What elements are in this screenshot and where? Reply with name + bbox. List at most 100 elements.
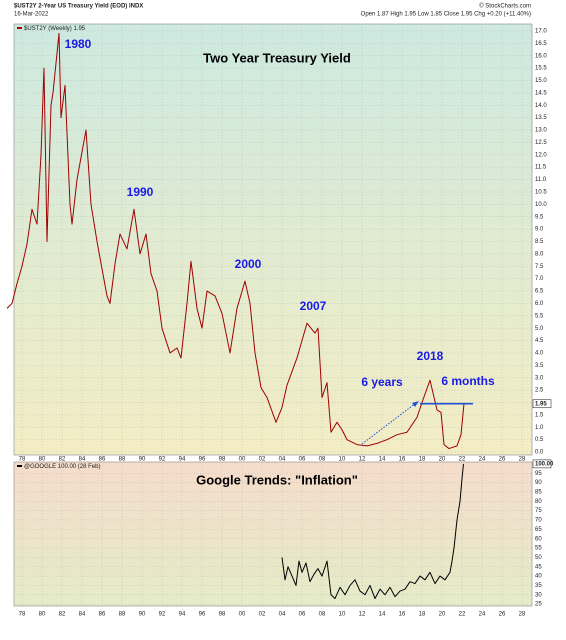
x-tick-label: 82 [59, 457, 66, 463]
x-tick-label: 04 [279, 612, 286, 618]
x-tick-label: 08 [319, 612, 326, 618]
quote: Open 1.87 High 1.95 Low 1.85 Close 1.95 … [361, 12, 531, 18]
arrow-head [412, 401, 419, 407]
x-tick-label: 86 [99, 457, 106, 463]
x-tick-label: 20 [439, 457, 446, 463]
y-tick-label: 4.0 [535, 351, 544, 357]
y-tick-label: 35 [535, 583, 542, 589]
x-tick-label: 00 [239, 457, 246, 463]
y-tick-label: 8.5 [535, 239, 544, 245]
y-tick-label: 16.0 [535, 53, 547, 59]
x-tick-label: 96 [199, 457, 206, 463]
y-tick-label: 9.5 [535, 214, 544, 220]
annotation: 2000 [235, 257, 262, 271]
chart-title: Google Trends: "Inflation" [196, 472, 358, 487]
legend-swatch [17, 465, 22, 467]
x-tick-label: 90 [139, 612, 146, 618]
y-tick-label: 6.0 [535, 301, 544, 307]
x-tick-label: 80 [39, 612, 46, 618]
x-tick-label: 22 [459, 457, 466, 463]
y-tick-label: 4.5 [535, 338, 544, 344]
last-value-label: 100.00 [535, 461, 554, 467]
y-tick-label: 65 [535, 527, 542, 533]
y-tick-label: 7.0 [535, 276, 544, 282]
x-tick-label: 88 [119, 612, 126, 618]
series-line [281, 463, 464, 600]
y-tick-label: 11.0 [535, 177, 547, 183]
x-tick-label: 78 [19, 457, 26, 463]
y-tick-label: 80 [535, 499, 542, 505]
x-tick-label: 18 [419, 612, 426, 618]
series-line [6, 32, 465, 450]
legend-label: @GOOGLE 100.00 (28 Feb) [24, 464, 100, 470]
x-tick-label: 10 [339, 612, 346, 618]
legend-swatch [17, 27, 22, 29]
x-tick-label: 24 [479, 612, 486, 618]
y-tick-label: 10.0 [535, 202, 547, 208]
x-tick-label: 28 [519, 612, 526, 618]
y-tick-label: 55 [535, 546, 542, 552]
annotation: 6 years [361, 375, 403, 389]
y-tick-label: 12.0 [535, 152, 547, 158]
y-tick-label: 45 [535, 564, 542, 570]
x-tick-label: 26 [499, 612, 506, 618]
x-tick-label: 94 [179, 457, 186, 463]
annotation: 1980 [65, 37, 92, 51]
legend-label: $UST2Y (Weekly) 1.95 [24, 26, 86, 32]
y-tick-label: 25 [535, 602, 542, 608]
y-tick-label: 17.0 [535, 29, 547, 35]
x-tick-label: 98 [219, 457, 226, 463]
panel-price [13, 23, 533, 456]
last-value-label: 1.95 [535, 401, 547, 407]
annotation: 6 months [441, 374, 495, 388]
y-tick-label: 0.0 [535, 450, 544, 456]
y-tick-label: 1.5 [535, 412, 544, 418]
annotation: 1990 [127, 185, 154, 199]
x-tick-label: 84 [79, 457, 86, 463]
x-tick-label: 00 [239, 612, 246, 618]
x-tick-label: 14 [379, 612, 386, 618]
panel-trends [13, 461, 533, 607]
y-tick-label: 9.0 [535, 227, 544, 233]
credit: © StockCharts.com [479, 3, 531, 10]
y-tick-label: 30 [535, 592, 542, 598]
y-tick-label: 70 [535, 518, 542, 524]
x-tick-label: 14 [379, 457, 386, 463]
y-tick-label: 11.5 [535, 165, 547, 171]
x-tick-label: 82 [59, 612, 66, 618]
y-tick-label: 16.5 [535, 41, 547, 47]
y-tick-label: 5.5 [535, 313, 544, 319]
x-tick-label: 86 [99, 612, 106, 618]
y-tick-label: 85 [535, 490, 542, 496]
last-value-box [532, 399, 552, 409]
symbol: $UST2Y 2-Year US Treasury Yield (EOD) IN… [14, 4, 143, 10]
y-tick-label: 15.0 [535, 78, 547, 84]
date: 16-Mar-2022 [14, 12, 49, 18]
y-tick-label: 15.5 [535, 66, 547, 72]
y-tick-label: 6.5 [535, 289, 544, 295]
x-tick-label: 18 [419, 457, 426, 463]
x-tick-label: 16 [399, 612, 406, 618]
x-tick-label: 90 [139, 457, 146, 463]
y-tick-label: 7.5 [535, 264, 544, 270]
x-tick-label: 10 [339, 457, 346, 463]
last-value-box [532, 459, 552, 469]
y-tick-label: 10.5 [535, 190, 547, 196]
x-tick-label: 08 [319, 457, 326, 463]
y-tick-label: 0.5 [535, 437, 544, 443]
x-tick-label: 88 [119, 457, 126, 463]
x-tick-label: 84 [79, 612, 86, 618]
x-tick-label: 80 [39, 457, 46, 463]
y-tick-label: 13.5 [535, 115, 547, 121]
y-tick-label: 60 [535, 536, 542, 542]
x-tick-label: 78 [19, 612, 26, 618]
x-tick-label: 06 [299, 457, 306, 463]
y-tick-label: 8.0 [535, 251, 544, 257]
annotation: 2018 [417, 349, 444, 363]
y-tick-label: 75 [535, 508, 542, 514]
y-tick-label: 3.5 [535, 363, 544, 369]
y-tick-label: 3.0 [535, 375, 544, 381]
y-tick-label: 40 [535, 574, 542, 580]
chart-title: Two Year Treasury Yield [203, 50, 351, 65]
